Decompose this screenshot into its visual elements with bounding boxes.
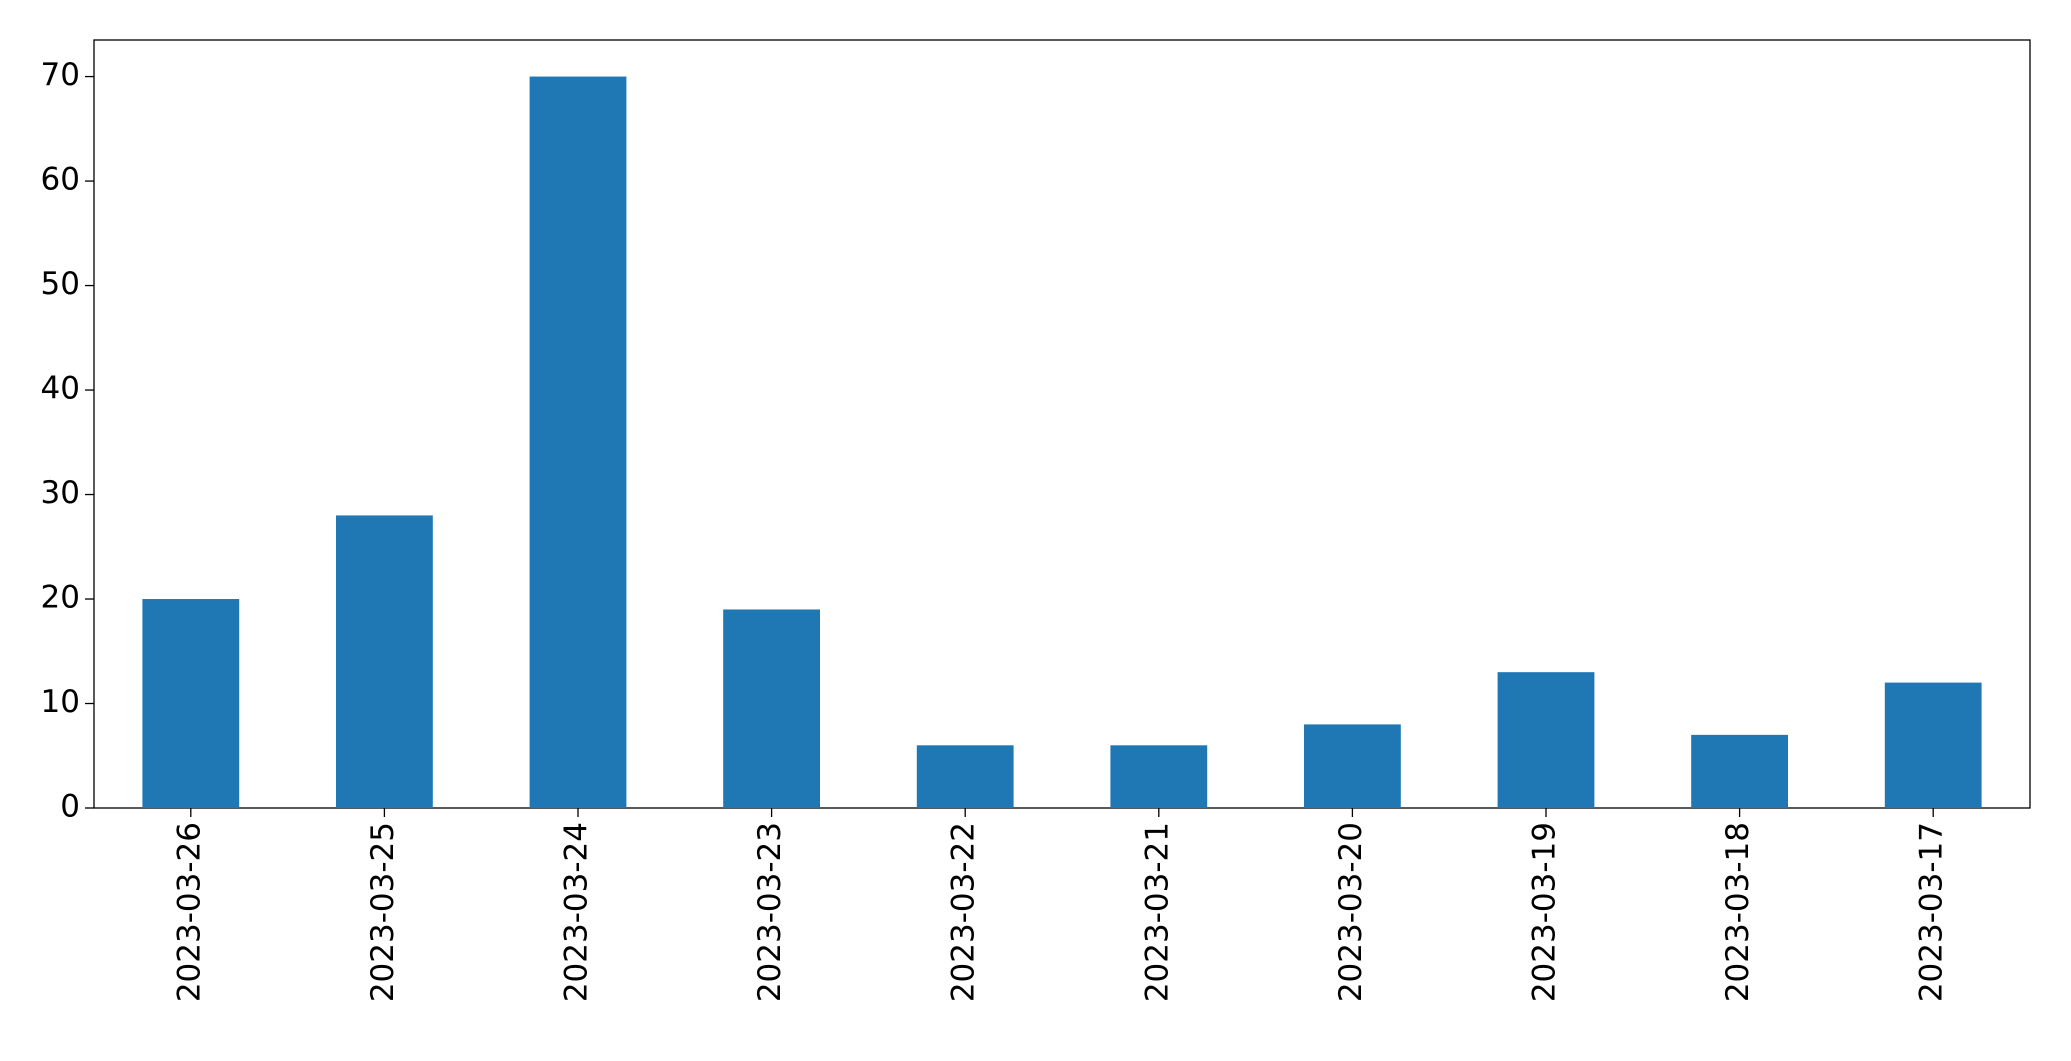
bar xyxy=(723,609,820,808)
x-tick-label: 2023-03-22 xyxy=(946,822,982,1002)
bar xyxy=(916,745,1014,808)
y-tick-label: 40 xyxy=(41,371,80,407)
bar xyxy=(142,599,240,808)
y-tick-label: 70 xyxy=(41,57,80,93)
x-tick-label: 2023-03-23 xyxy=(752,822,788,1002)
bar xyxy=(1497,672,1595,808)
x-tick-label: 2023-03-26 xyxy=(171,822,207,1002)
y-tick-label: 0 xyxy=(60,789,80,825)
bar xyxy=(336,515,433,808)
x-tick-label: 2023-03-24 xyxy=(559,822,595,1002)
bar xyxy=(1691,734,1788,808)
y-tick-label: 20 xyxy=(41,580,80,616)
x-tick-label: 2023-03-17 xyxy=(1914,822,1950,1002)
x-tick-label: 2023-03-19 xyxy=(1527,822,1563,1002)
plot-frame xyxy=(93,39,2031,809)
y-tick-label: 60 xyxy=(41,162,80,198)
x-tick-label: 2023-03-18 xyxy=(1720,822,1756,1002)
x-tick-label: 2023-03-25 xyxy=(365,822,401,1002)
y-tick-label: 30 xyxy=(41,475,80,511)
x-tick-label: 2023-03-20 xyxy=(1333,822,1369,1002)
bar xyxy=(529,76,627,809)
bar xyxy=(1304,724,1401,808)
y-tick-label: 10 xyxy=(41,684,80,720)
y-tick-label: 50 xyxy=(41,266,80,302)
bar xyxy=(1884,682,1982,808)
bar xyxy=(1110,745,1208,808)
x-tick-label: 2023-03-21 xyxy=(1139,822,1175,1002)
